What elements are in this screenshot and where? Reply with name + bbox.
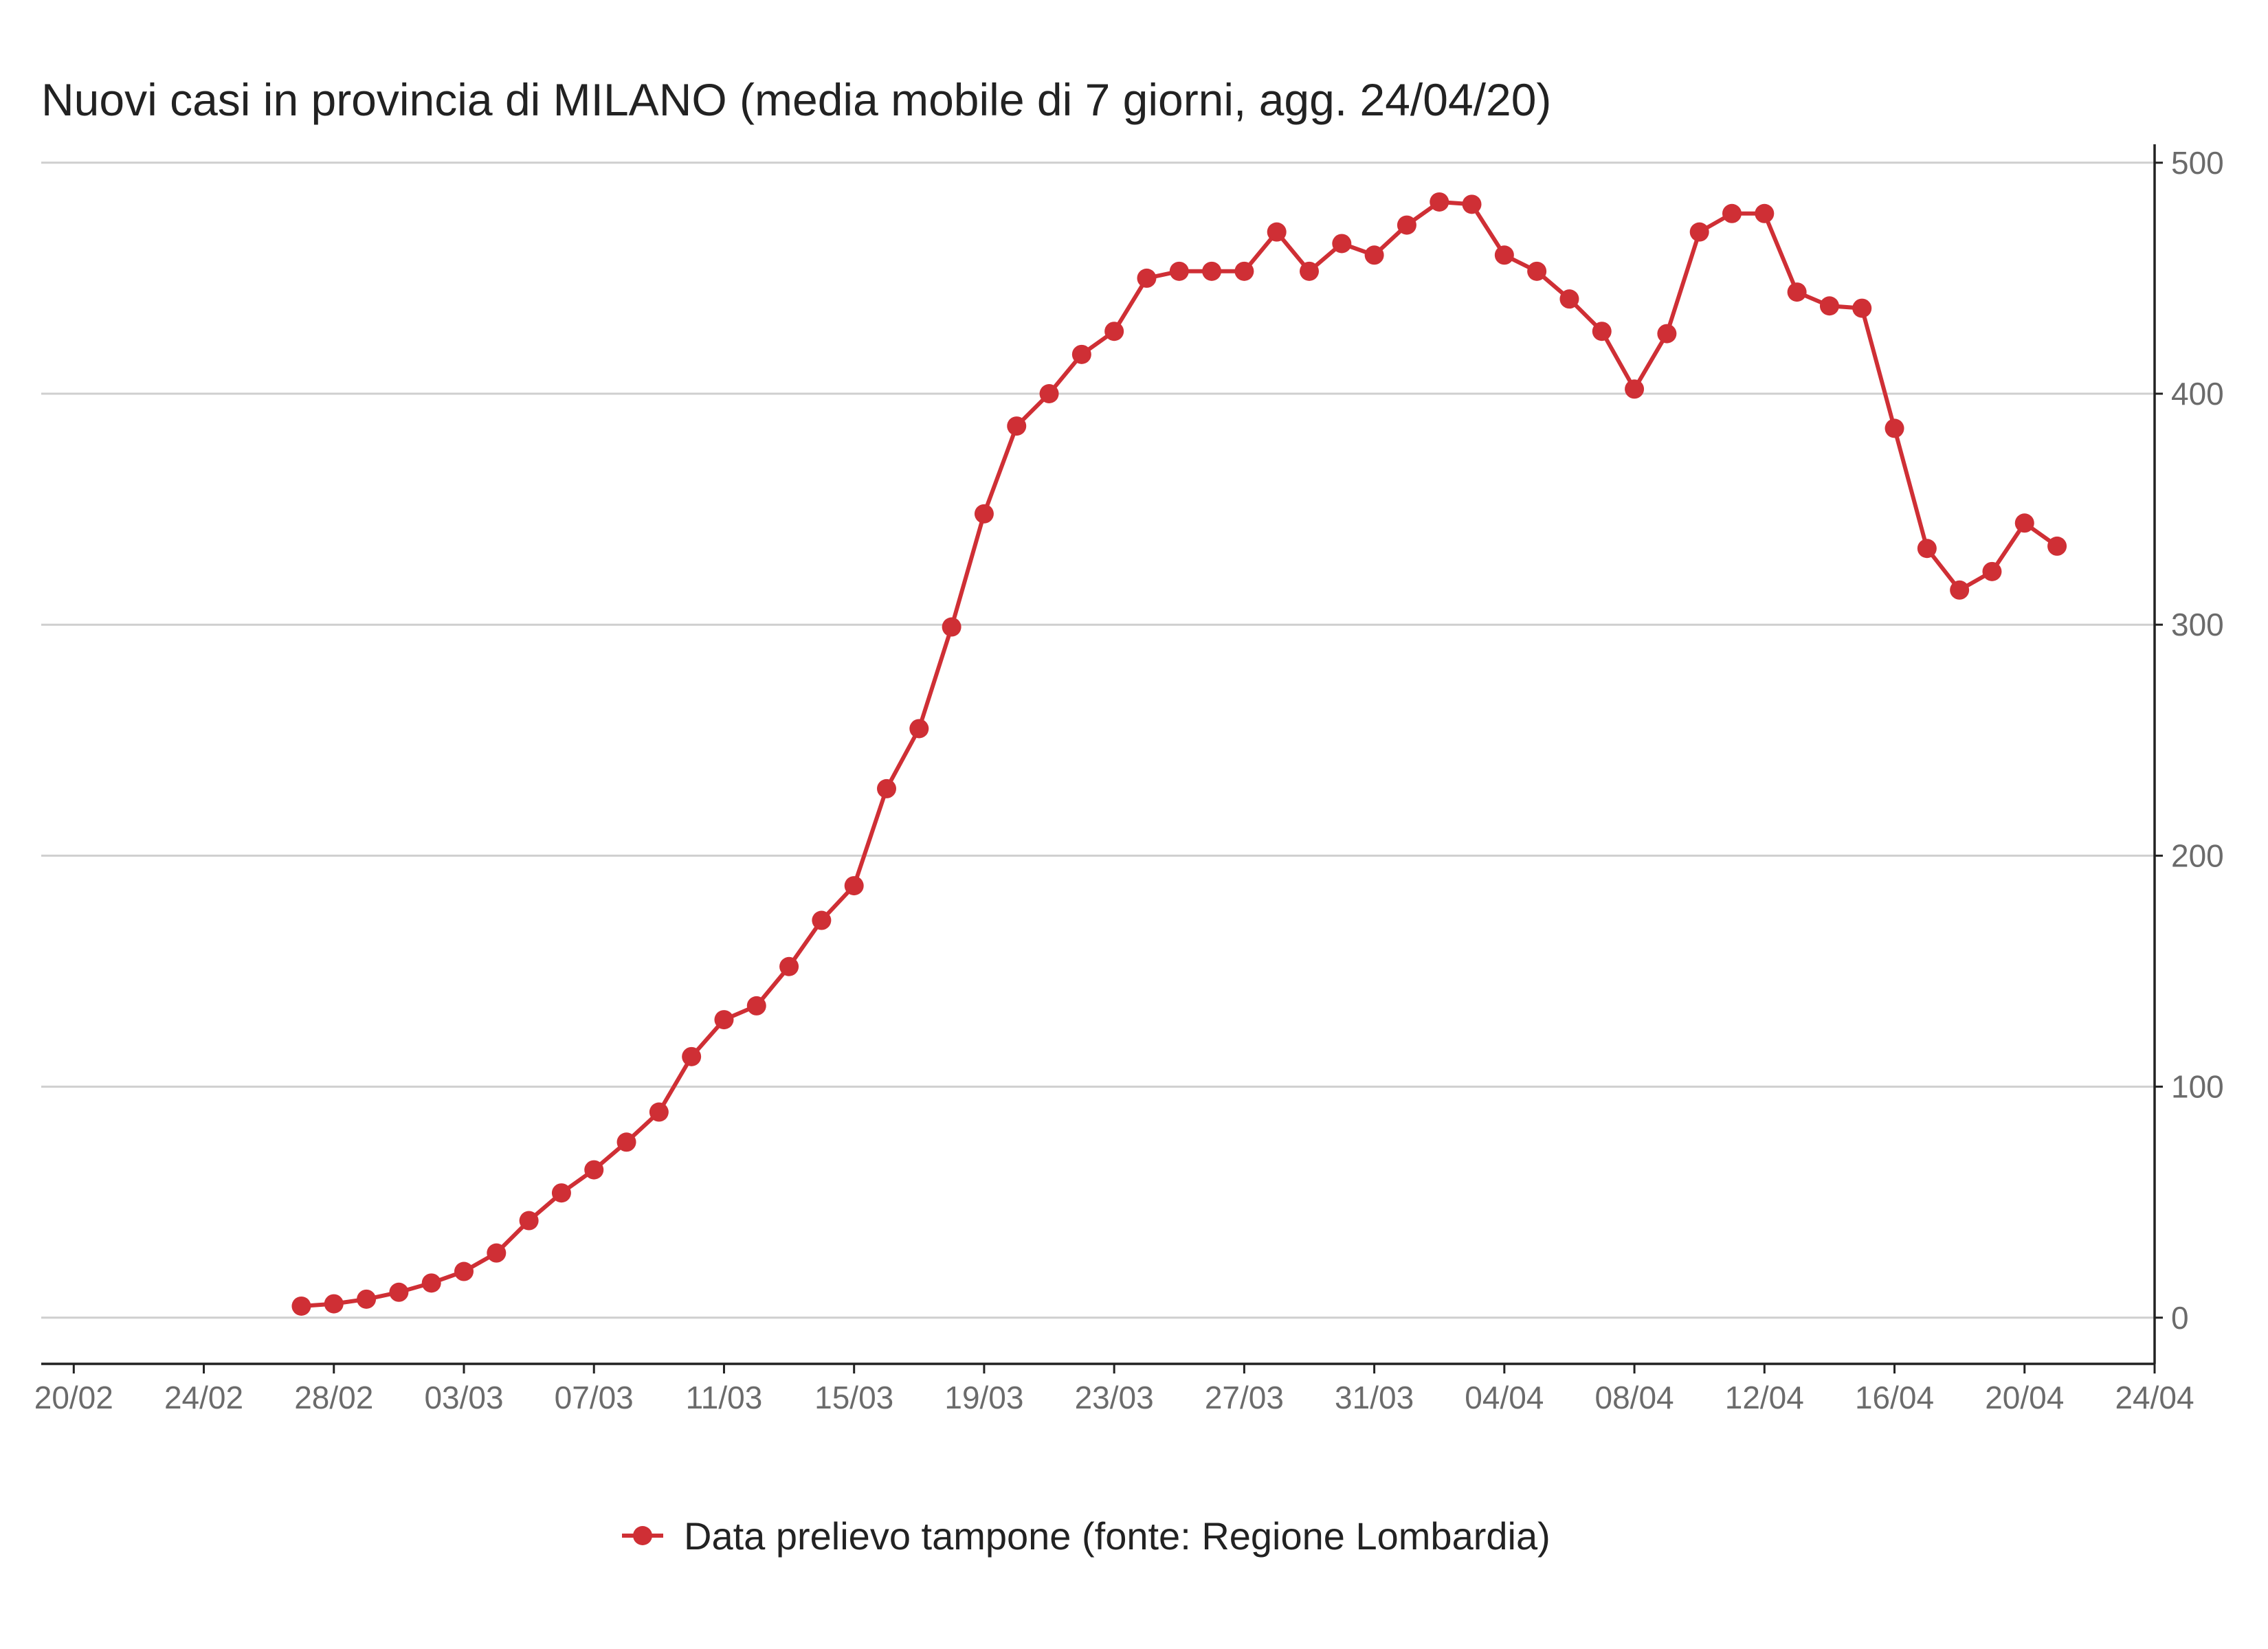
data-point xyxy=(779,956,799,976)
x-tick-label: 31/03 xyxy=(1335,1380,1414,1415)
y-tick-label: 300 xyxy=(2171,607,2224,642)
data-point xyxy=(1982,561,2002,581)
y-tick-label: 200 xyxy=(2171,838,2224,873)
axes: 0 100 200 300 400 500 20/02 24/02 28/02 03/03 07/0… xyxy=(34,144,2224,1415)
data-point xyxy=(1169,261,1189,281)
x-tick-label: 07/03 xyxy=(555,1380,634,1415)
data-point xyxy=(1885,418,1904,438)
data-point xyxy=(1267,222,1287,242)
x-tick-label: 28/02 xyxy=(294,1380,373,1415)
data-point xyxy=(1917,539,1937,559)
data-point xyxy=(1071,344,1091,364)
data-point xyxy=(714,1010,734,1030)
legend: Data prelievo tampone (fonte: Regione Lo… xyxy=(622,1514,1550,1558)
data-point xyxy=(551,1183,571,1203)
data-point xyxy=(584,1160,604,1180)
data-point xyxy=(746,996,766,1016)
x-tick-label: 24/02 xyxy=(164,1380,243,1415)
x-tick-label: 03/03 xyxy=(424,1380,503,1415)
x-tick-label: 19/03 xyxy=(944,1380,1023,1415)
x-tick-label: 08/04 xyxy=(1595,1380,1674,1415)
data-point xyxy=(324,1294,344,1314)
data-point xyxy=(1625,379,1645,399)
data-point xyxy=(1722,203,1742,223)
data-point xyxy=(1397,215,1416,235)
data-point xyxy=(519,1211,539,1231)
y-tick-label: 500 xyxy=(2171,145,2224,181)
data-point xyxy=(909,719,929,739)
data-point xyxy=(357,1289,377,1309)
data-point xyxy=(1462,194,1482,214)
data-point xyxy=(1657,324,1677,344)
data-point xyxy=(1787,282,1807,302)
data-point xyxy=(1755,203,1775,223)
x-tick-label: 27/03 xyxy=(1205,1380,1284,1415)
data-point xyxy=(649,1102,669,1122)
data-point xyxy=(616,1132,636,1152)
data-point xyxy=(1300,261,1319,281)
x-tick-label: 23/03 xyxy=(1075,1380,1154,1415)
y-tick-label: 400 xyxy=(2171,376,2224,412)
data-point xyxy=(1137,268,1157,288)
data-point xyxy=(974,504,994,524)
data-point xyxy=(1819,296,1839,316)
data-point xyxy=(1332,234,1352,254)
data-point xyxy=(1234,261,1254,281)
x-tick-label: 15/03 xyxy=(814,1380,893,1415)
data-point xyxy=(1852,298,1872,318)
legend-label: Data prelievo tampone (fonte: Regione Lo… xyxy=(684,1514,1550,1558)
data-point xyxy=(389,1282,409,1302)
legend-marker-swatch xyxy=(633,1526,652,1545)
data-point xyxy=(291,1296,311,1316)
x-tick-label: 16/04 xyxy=(1855,1380,1934,1415)
y-tick-label: 0 xyxy=(2171,1300,2189,1336)
data-point xyxy=(2014,513,2034,533)
data-point xyxy=(1202,261,1222,281)
x-tick-label: 04/04 xyxy=(1465,1380,1544,1415)
data-point xyxy=(1364,245,1384,265)
data-point xyxy=(1007,416,1027,436)
data-point xyxy=(487,1243,507,1263)
data-point xyxy=(812,910,832,930)
data-point xyxy=(877,778,896,798)
series-layer xyxy=(291,192,2067,1316)
x-tick-label: 24/04 xyxy=(2115,1380,2194,1415)
data-point xyxy=(682,1046,702,1066)
x-tick-label: 20/02 xyxy=(34,1380,113,1415)
data-point xyxy=(844,876,864,896)
data-point xyxy=(942,617,961,637)
data-point xyxy=(1039,384,1059,403)
data-point xyxy=(1689,222,1709,242)
x-tick-label: 12/04 xyxy=(1725,1380,1804,1415)
x-tick-label: 20/04 xyxy=(1985,1380,2064,1415)
data-point xyxy=(1494,245,1514,265)
data-point xyxy=(2047,536,2067,556)
y-tick-label: 100 xyxy=(2171,1069,2224,1105)
chart-title: Nuovi casi in provincia di MILANO (media… xyxy=(41,74,1551,125)
x-tick-label: 11/03 xyxy=(686,1380,763,1415)
data-point xyxy=(454,1261,474,1281)
data-point xyxy=(1104,322,1124,341)
data-point xyxy=(1430,192,1449,212)
data-point xyxy=(421,1273,441,1293)
data-point xyxy=(1592,322,1612,341)
gridlines xyxy=(41,161,2155,1319)
data-point xyxy=(1527,261,1547,281)
series-line xyxy=(301,200,2058,1308)
data-point xyxy=(1559,289,1579,309)
data-point xyxy=(1950,580,1970,600)
